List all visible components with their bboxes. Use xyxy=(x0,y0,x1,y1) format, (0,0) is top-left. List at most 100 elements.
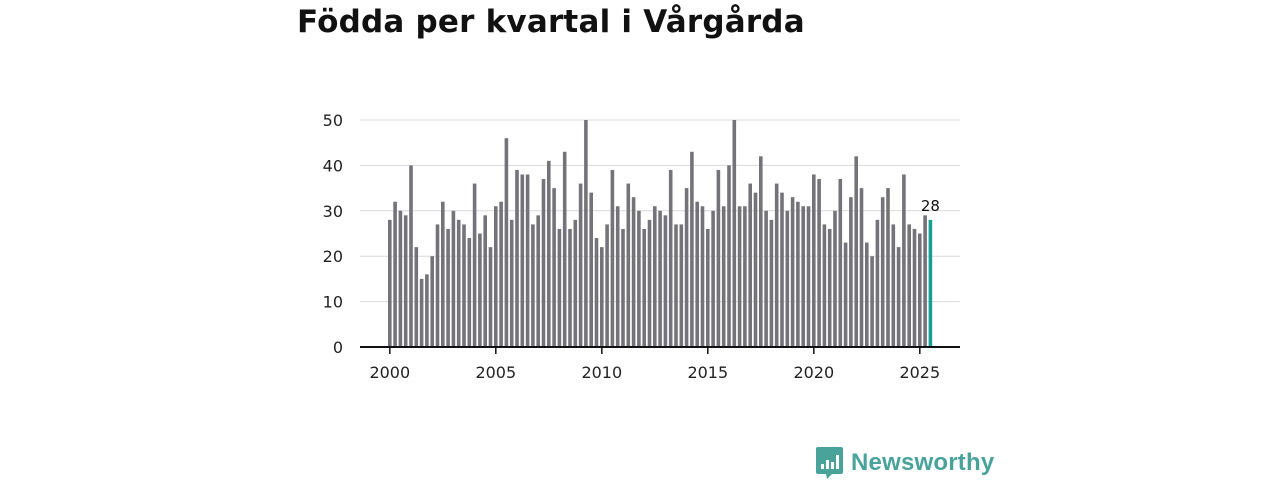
x-tick-label: 2020 xyxy=(793,363,834,382)
bar xyxy=(446,228,450,347)
newsworthy-logo[interactable]: Newsworthy xyxy=(815,445,994,481)
bar xyxy=(695,201,699,347)
bar xyxy=(812,174,816,347)
bar xyxy=(472,183,477,347)
bar xyxy=(520,174,525,347)
bar xyxy=(859,188,864,347)
bar xyxy=(700,206,705,347)
bar xyxy=(525,174,530,347)
bar xyxy=(435,224,440,347)
bar xyxy=(536,215,540,347)
bar xyxy=(509,219,514,347)
bar xyxy=(854,156,858,347)
bar xyxy=(923,215,927,347)
bar xyxy=(504,138,509,347)
bar xyxy=(737,206,742,347)
bar xyxy=(653,206,657,347)
bar xyxy=(388,219,392,347)
bar xyxy=(880,197,885,347)
bar xyxy=(743,206,747,347)
bar xyxy=(748,183,752,347)
bar xyxy=(827,228,832,347)
x-axis: 2000 2005 2010 2015 2020 2025 xyxy=(360,346,960,382)
bar xyxy=(769,219,774,347)
bar xyxy=(674,224,678,347)
bar xyxy=(891,224,896,347)
bar xyxy=(928,219,933,347)
y-tick-label: 30 xyxy=(323,202,343,221)
y-axis-ticks: 0 10 20 30 40 50 xyxy=(323,111,343,357)
bar xyxy=(478,233,482,347)
bar xyxy=(843,242,848,347)
y-tick-label: 0 xyxy=(333,338,343,357)
bar xyxy=(626,183,631,347)
bar xyxy=(679,224,684,347)
bar xyxy=(531,224,535,347)
y-tick-label: 40 xyxy=(323,156,343,175)
last-value-label: 28 xyxy=(921,197,940,215)
bar xyxy=(918,233,922,347)
bar xyxy=(573,219,578,347)
bar xyxy=(621,228,625,347)
bar xyxy=(838,179,843,347)
chart-title: Födda per kvartal i Vårgårda xyxy=(297,4,805,40)
bar xyxy=(801,206,805,347)
bar xyxy=(753,192,758,347)
bar xyxy=(912,228,917,347)
y-tick-label: 10 xyxy=(323,293,343,312)
y-tick-label: 50 xyxy=(323,111,343,130)
bar xyxy=(467,238,472,347)
bar xyxy=(605,224,609,347)
bar xyxy=(759,156,763,347)
bar xyxy=(494,206,498,347)
bar xyxy=(780,192,784,347)
bar xyxy=(849,197,853,347)
bar xyxy=(456,219,461,347)
bar xyxy=(610,169,615,347)
y-tick-label: 20 xyxy=(323,247,343,266)
bar xyxy=(403,215,408,347)
bar xyxy=(764,210,768,347)
bar-chart-speech-bubble-icon xyxy=(816,447,843,479)
bar xyxy=(716,169,721,347)
x-tick-label: 2025 xyxy=(899,363,940,382)
bar xyxy=(711,210,715,347)
bar xyxy=(462,224,466,347)
bar xyxy=(393,201,397,347)
x-tick-label: 2010 xyxy=(581,363,622,382)
bar xyxy=(642,228,646,347)
bar xyxy=(499,201,503,347)
bar xyxy=(727,165,731,347)
bar xyxy=(907,224,911,347)
bar xyxy=(441,201,445,347)
bar xyxy=(589,192,593,347)
bar xyxy=(721,206,726,347)
bar xyxy=(578,183,583,347)
bar xyxy=(631,197,636,347)
bar xyxy=(430,256,434,347)
bar xyxy=(584,120,588,347)
bar xyxy=(483,215,487,347)
bar xyxy=(870,256,874,347)
bar xyxy=(865,242,869,347)
bar xyxy=(600,247,604,347)
bar xyxy=(690,151,694,347)
bar xyxy=(488,247,493,347)
bar xyxy=(684,188,689,347)
bars xyxy=(388,120,933,347)
x-tick-label: 2000 xyxy=(369,363,410,382)
bar xyxy=(451,210,456,347)
bar xyxy=(785,210,790,347)
bar xyxy=(637,210,641,347)
x-tick-label: 2015 xyxy=(687,363,728,382)
bar xyxy=(541,179,546,347)
bar xyxy=(419,278,424,347)
bar xyxy=(414,247,419,347)
bar xyxy=(817,179,821,347)
bar xyxy=(398,210,403,347)
bar xyxy=(896,247,901,347)
bar xyxy=(822,224,827,347)
bar xyxy=(833,210,837,347)
bar xyxy=(902,174,906,347)
